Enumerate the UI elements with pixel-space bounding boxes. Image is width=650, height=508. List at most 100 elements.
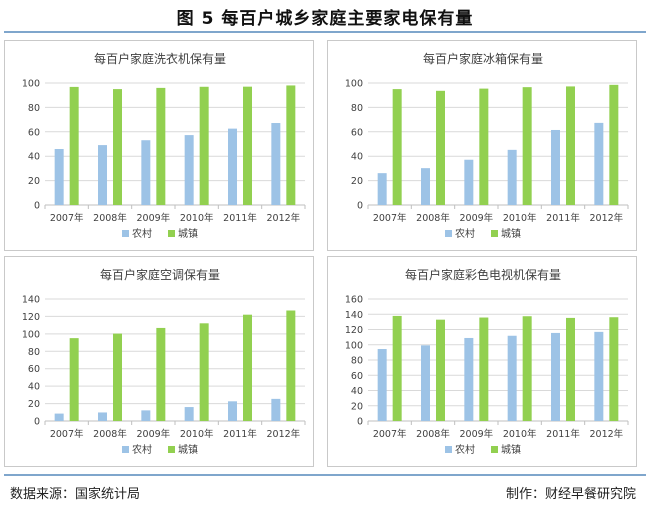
x-tick-label: 2007年 bbox=[373, 428, 407, 440]
legend-swatch-urban bbox=[168, 230, 175, 237]
bar-rural-5 bbox=[594, 122, 604, 205]
bar-rural-2 bbox=[464, 159, 474, 205]
bar-chart-2: 每百户家庭空调保有量 0 20 40 60 80 100 120 140 2007年 2008年 20… bbox=[22, 267, 306, 456]
chart-panel-refrigerator: 每百户家庭冰箱保有量 0 20 40 60 80 100 2007年 2008年 2009年 201… bbox=[327, 40, 637, 251]
bar-urban-1 bbox=[113, 89, 122, 205]
bar-rural-5 bbox=[271, 123, 281, 205]
bar-urban-5 bbox=[286, 85, 296, 205]
chart-title: 每百户家庭彩色电视机保有量 bbox=[405, 267, 561, 282]
legend-swatch-rural bbox=[445, 446, 452, 453]
bar-urban-4 bbox=[566, 86, 575, 205]
x-tick-label: 2012年 bbox=[266, 212, 300, 224]
x-tick-label: 2011年 bbox=[223, 428, 257, 440]
y-tick-label: 100 bbox=[22, 329, 40, 340]
bar-urban-0 bbox=[69, 338, 79, 421]
bar-rural-0 bbox=[377, 173, 387, 205]
y-tick-label: 100 bbox=[345, 340, 363, 351]
y-tick-label: 40 bbox=[28, 382, 40, 393]
bar-rural-4 bbox=[551, 332, 560, 421]
y-tick-label: 160 bbox=[345, 295, 363, 306]
bar-rural-3 bbox=[184, 407, 194, 421]
x-tick-label: 2012年 bbox=[589, 212, 623, 224]
bar-urban-0 bbox=[392, 89, 402, 205]
y-tick-label: 20 bbox=[351, 401, 363, 412]
x-tick-label: 2008年 bbox=[93, 428, 127, 440]
chart-title: 每百户家庭冰箱保有量 bbox=[423, 51, 543, 66]
legend-label-urban: 城镇 bbox=[501, 227, 521, 240]
y-tick-label: 40 bbox=[351, 386, 363, 397]
y-tick-label: 60 bbox=[351, 371, 363, 382]
bar-rural-0 bbox=[377, 349, 387, 421]
legend-swatch-urban bbox=[168, 446, 175, 453]
x-tick-label: 2008年 bbox=[93, 212, 127, 224]
y-tick-label: 20 bbox=[28, 399, 40, 410]
bar-urban-1 bbox=[436, 319, 445, 421]
bar-rural-0 bbox=[54, 149, 64, 205]
bar-rural-4 bbox=[228, 128, 237, 205]
y-tick-label: 100 bbox=[22, 79, 40, 90]
bar-urban-1 bbox=[113, 333, 122, 421]
bar-urban-4 bbox=[243, 86, 252, 205]
x-tick-label: 2008年 bbox=[416, 428, 450, 440]
legend-label-urban: 城镇 bbox=[178, 443, 198, 456]
bar-urban-3 bbox=[522, 87, 532, 205]
chart-title: 每百户家庭空调保有量 bbox=[100, 267, 220, 282]
legend-swatch-rural bbox=[122, 446, 129, 453]
y-tick-label: 40 bbox=[28, 152, 40, 163]
legend-label-urban: 城镇 bbox=[178, 227, 198, 240]
y-tick-label: 120 bbox=[22, 312, 40, 323]
top-divider bbox=[4, 31, 646, 33]
x-tick-label: 2010年 bbox=[503, 428, 537, 440]
bar-rural-2 bbox=[141, 410, 151, 421]
y-tick-label: 140 bbox=[345, 310, 363, 321]
bar-rural-5 bbox=[271, 398, 281, 421]
y-tick-label: 120 bbox=[345, 325, 363, 336]
chart-panel-washing-machine: 每百户家庭洗衣机保有量 0 20 40 60 80 100 2007年 2008年 2009年 20… bbox=[4, 40, 314, 251]
legend-label-rural: 农村 bbox=[455, 227, 475, 240]
y-tick-label: 60 bbox=[351, 127, 363, 138]
x-tick-label: 2011年 bbox=[546, 428, 580, 440]
bar-chart-1: 每百户家庭冰箱保有量 0 20 40 60 80 100 2007年 2008年 2009年 201… bbox=[345, 51, 629, 240]
bar-rural-1 bbox=[421, 345, 430, 421]
bar-rural-4 bbox=[551, 129, 560, 205]
bottom-divider bbox=[4, 474, 646, 476]
bar-urban-2 bbox=[156, 87, 166, 205]
x-tick-label: 2009年 bbox=[459, 212, 493, 224]
bar-urban-2 bbox=[479, 317, 489, 421]
x-tick-label: 2010年 bbox=[180, 212, 214, 224]
y-tick-label: 20 bbox=[351, 176, 363, 187]
bar-rural-1 bbox=[98, 145, 107, 205]
chart-panel-color-tv: 每百户家庭彩色电视机保有量 0 20 40 60 80 100 120 140 160 2007年 2… bbox=[327, 256, 637, 467]
bar-urban-5 bbox=[286, 310, 296, 421]
x-tick-label: 2007年 bbox=[373, 212, 407, 224]
legend-swatch-rural bbox=[445, 230, 452, 237]
x-tick-label: 2012年 bbox=[266, 428, 300, 440]
y-tick-label: 60 bbox=[28, 127, 40, 138]
x-tick-label: 2008年 bbox=[416, 212, 450, 224]
bar-chart-3: 每百户家庭彩色电视机保有量 0 20 40 60 80 100 120 140 160 2007年 2… bbox=[345, 267, 629, 456]
legend-label-rural: 农村 bbox=[132, 227, 152, 240]
bar-chart-0: 每百户家庭洗衣机保有量 0 20 40 60 80 100 2007年 2008年 2009年 20… bbox=[22, 51, 306, 240]
x-tick-label: 2009年 bbox=[136, 212, 170, 224]
bar-urban-2 bbox=[479, 88, 489, 205]
chart-title: 每百户家庭洗衣机保有量 bbox=[94, 51, 226, 66]
y-tick-label: 0 bbox=[34, 417, 40, 428]
figure-title: 图 5 每百户城乡家庭主要家电保有量 bbox=[176, 9, 474, 29]
y-tick-label: 60 bbox=[28, 364, 40, 375]
x-tick-label: 2010年 bbox=[180, 428, 214, 440]
y-tick-label: 140 bbox=[22, 295, 40, 306]
bar-urban-0 bbox=[392, 315, 402, 421]
y-tick-label: 40 bbox=[351, 152, 363, 163]
bar-urban-3 bbox=[199, 323, 209, 421]
bar-rural-1 bbox=[98, 412, 107, 421]
x-tick-label: 2011年 bbox=[223, 212, 257, 224]
x-tick-label: 2011年 bbox=[546, 212, 580, 224]
bar-rural-0 bbox=[54, 413, 64, 421]
legend-label-rural: 农村 bbox=[455, 443, 475, 456]
legend-label-urban: 城镇 bbox=[501, 443, 521, 456]
bar-rural-1 bbox=[421, 168, 430, 205]
x-tick-label: 2007年 bbox=[50, 212, 84, 224]
bar-rural-2 bbox=[464, 337, 474, 421]
bar-urban-1 bbox=[436, 90, 445, 205]
legend-swatch-urban bbox=[491, 230, 498, 237]
